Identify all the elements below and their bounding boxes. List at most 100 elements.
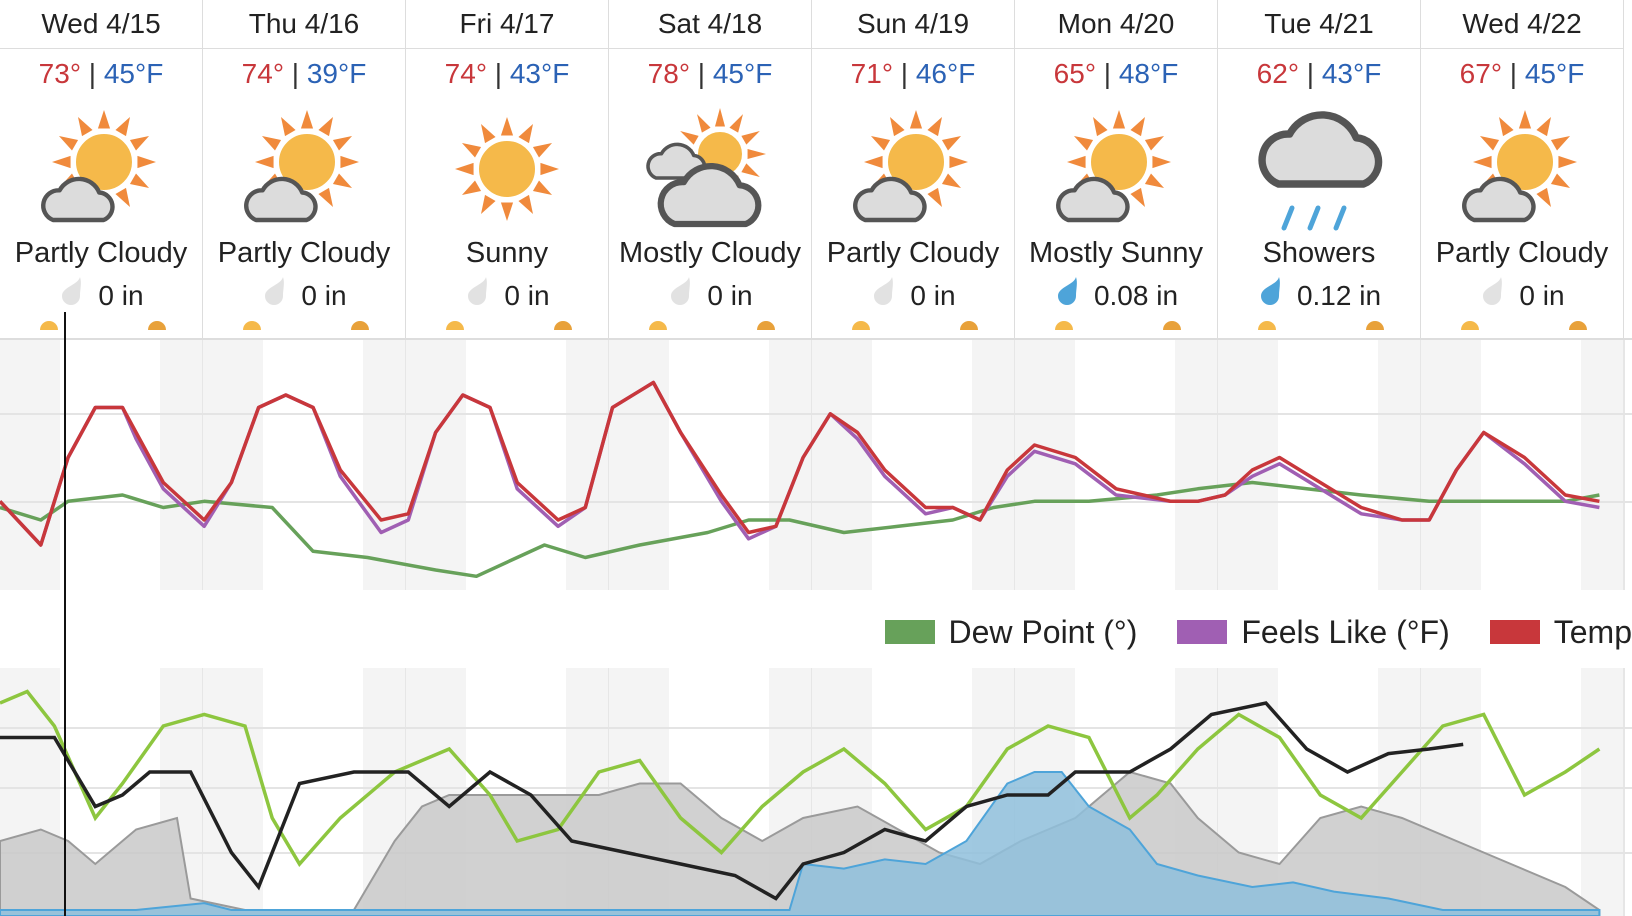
high-temp: 65° bbox=[1053, 58, 1097, 89]
day-column[interactable]: Tue 4/21 62° | 43°F Showers 0.12 in bbox=[1218, 0, 1421, 338]
precip-value: 0 in bbox=[707, 280, 753, 311]
night-band bbox=[406, 340, 466, 590]
night-band bbox=[769, 340, 812, 590]
precip-value: 0 in bbox=[98, 280, 144, 311]
precip-amount: 0.08 in bbox=[1015, 273, 1217, 319]
condition-text: Sunny bbox=[465, 237, 549, 269]
high-temp: 74° bbox=[241, 58, 285, 89]
night-band bbox=[363, 340, 406, 590]
day-date: Sun 4/19 bbox=[812, 0, 1014, 49]
precip-amount: 0.12 in bbox=[1218, 273, 1420, 319]
temperature-chart[interactable] bbox=[0, 340, 1632, 590]
night-band bbox=[1175, 340, 1218, 590]
low-temp: 39°F bbox=[306, 58, 367, 89]
night-band bbox=[812, 340, 872, 590]
sunrise-icon bbox=[40, 321, 58, 330]
day-temps: 73° | 45°F bbox=[0, 49, 202, 99]
precip-value: 0 in bbox=[910, 280, 956, 311]
legend-swatch bbox=[884, 620, 935, 644]
sunrise-icon bbox=[852, 321, 870, 330]
time-cursor-line[interactable] bbox=[64, 312, 66, 916]
showers-icon bbox=[1218, 99, 1420, 239]
daily-forecast-strip: Wed 4/15 73° | 45°F Partly Cloudy 0 in T… bbox=[0, 0, 1632, 340]
raindrop-icon bbox=[58, 273, 86, 319]
day-column[interactable]: Wed 4/22 67° | 45°F Partly Cloudy 0 in bbox=[1421, 0, 1624, 338]
day-column[interactable]: Thu 4/16 74° | 39°F Partly Cloudy 0 in bbox=[203, 0, 406, 338]
raindrop-icon bbox=[464, 273, 492, 319]
temp-separator: | bbox=[697, 58, 706, 89]
condition-text: Showers bbox=[1262, 237, 1376, 269]
day-temps: 62° | 43°F bbox=[1218, 49, 1420, 99]
precip-chance-area bbox=[0, 771, 1601, 916]
day-temps: 78° | 45°F bbox=[609, 49, 811, 99]
humidity-line bbox=[0, 689, 1601, 867]
day-date: Thu 4/16 bbox=[203, 0, 405, 49]
precip-amount: 0 in bbox=[609, 273, 811, 319]
condition-text: Partly Cloudy bbox=[14, 237, 188, 269]
sunrise-icon bbox=[446, 321, 464, 330]
day-date: Tue 4/21 bbox=[1218, 0, 1420, 49]
night-band bbox=[1218, 340, 1278, 590]
precip-amount: 0 in bbox=[1421, 273, 1623, 319]
precip-value: 0.12 in bbox=[1296, 280, 1382, 311]
sunrise-icon bbox=[243, 321, 261, 330]
night-band bbox=[0, 340, 60, 590]
temp-separator: | bbox=[1306, 58, 1315, 89]
raindrop-icon bbox=[1257, 273, 1285, 319]
condition-text: Partly Cloudy bbox=[1435, 237, 1609, 269]
night-band bbox=[203, 340, 263, 590]
series-line-dew-point- bbox=[0, 480, 1600, 579]
low-temp: 48°F bbox=[1118, 58, 1179, 89]
legend-item[interactable]: Dew Point (°) bbox=[884, 614, 1137, 651]
day-temps: 65° | 48°F bbox=[1015, 49, 1217, 99]
night-band bbox=[609, 340, 669, 590]
legend-label: Feels Like (°F) bbox=[1241, 613, 1450, 650]
legend-item[interactable]: Temp bbox=[1489, 614, 1632, 651]
temp-separator: | bbox=[900, 58, 909, 89]
mostly-sunny-icon bbox=[1015, 99, 1217, 239]
night-band bbox=[1581, 340, 1624, 590]
sunset-icon bbox=[1366, 321, 1384, 330]
precip-value: 0 in bbox=[504, 280, 550, 311]
low-temp: 45°F bbox=[103, 58, 164, 89]
condition-text: Mostly Cloudy bbox=[618, 237, 802, 269]
low-temp: 43°F bbox=[509, 58, 570, 89]
wind-line bbox=[0, 701, 1464, 901]
sunrise-icon bbox=[1055, 321, 1073, 330]
partly-cloudy-icon bbox=[0, 99, 202, 239]
sunset-icon bbox=[960, 321, 978, 330]
partly-cloudy-icon bbox=[203, 99, 405, 239]
low-temp: 45°F bbox=[712, 58, 773, 89]
precip-amount: 0 in bbox=[0, 273, 202, 319]
series-line-temp bbox=[0, 380, 1600, 547]
humidity-wind-chart[interactable] bbox=[0, 668, 1632, 916]
sunrise-icon bbox=[1461, 321, 1479, 330]
day-column[interactable]: Wed 4/15 73° | 45°F Partly Cloudy 0 in bbox=[0, 0, 203, 338]
sunset-icon bbox=[554, 321, 572, 330]
condition-text: Mostly Sunny bbox=[1028, 237, 1204, 269]
temp-separator: | bbox=[88, 58, 97, 89]
temp-separator: | bbox=[1509, 58, 1518, 89]
high-temp: 74° bbox=[444, 58, 488, 89]
low-temp: 45°F bbox=[1524, 58, 1585, 89]
precip-value: 0 in bbox=[301, 280, 347, 311]
high-temp: 67° bbox=[1459, 58, 1503, 89]
day-column[interactable]: Fri 4/17 74° | 43°F Sunny 0 in bbox=[406, 0, 609, 338]
day-column[interactable]: Mon 4/20 65° | 48°F Mostly Sunny 0.08 in bbox=[1015, 0, 1218, 338]
sunny-icon bbox=[406, 99, 608, 239]
sunset-icon bbox=[757, 321, 775, 330]
day-date: Mon 4/20 bbox=[1015, 0, 1217, 49]
precip-value: 0 in bbox=[1519, 280, 1565, 311]
night-band bbox=[1378, 340, 1421, 590]
legend-item[interactable]: Feels Like (°F) bbox=[1177, 613, 1450, 651]
chart-legend: Dew Point (°) Feels Like (°F) Temp bbox=[884, 610, 1632, 654]
sunrise-icon bbox=[649, 321, 667, 330]
day-temps: 71° | 46°F bbox=[812, 49, 1014, 99]
day-column[interactable]: Sun 4/19 71° | 46°F Partly Cloudy 0 in bbox=[812, 0, 1015, 338]
sunset-icon bbox=[1163, 321, 1181, 330]
precip-amount: 0 in bbox=[406, 273, 608, 319]
high-temp: 62° bbox=[1256, 58, 1300, 89]
condition-text: Partly Cloudy bbox=[826, 237, 1000, 269]
partly-cloudy-icon bbox=[812, 99, 1014, 239]
day-column[interactable]: Sat 4/18 78° | 45°F Mostly Cloudy 0 in bbox=[609, 0, 812, 338]
